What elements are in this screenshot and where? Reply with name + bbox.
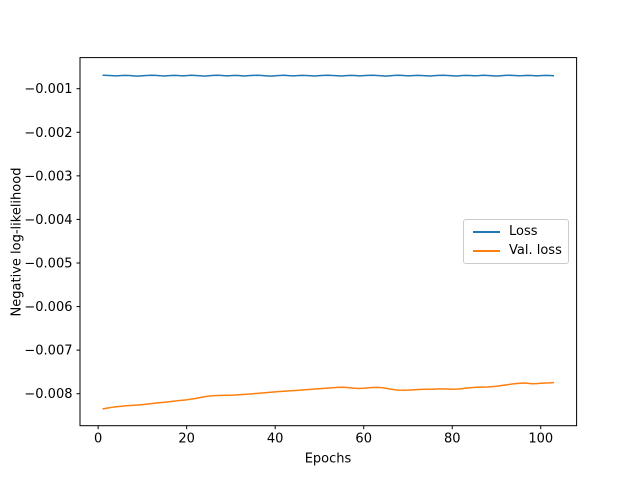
loss-line [102, 74, 555, 77]
y-tick-label: −0.006 [24, 300, 72, 315]
legend-label-val-loss: Val. loss [509, 243, 562, 258]
x-axis-label: Epochs [304, 451, 352, 467]
legend-item-loss: Loss [464, 223, 568, 241]
val-loss-line-swatch-icon [473, 250, 500, 252]
y-tick-label: −0.004 [24, 213, 72, 228]
x-tick-label: 80 [444, 432, 461, 447]
legend-label-loss: Loss [509, 224, 538, 239]
x-tick-label: 0 [94, 432, 102, 447]
y-tick-label: −0.008 [24, 387, 72, 402]
x-tick-label: 60 [355, 432, 372, 447]
axes-spines [79, 57, 578, 427]
y-tick-label: −0.003 [24, 169, 72, 184]
legend-item-val-loss: Val. loss [464, 242, 568, 260]
val-loss-line [102, 381, 555, 410]
y-tick-label: −0.005 [24, 257, 72, 272]
legend: Loss Val. loss [463, 219, 569, 264]
x-tick-label: 20 [178, 432, 195, 447]
x-tick-label: 40 [267, 432, 284, 447]
y-tick-label: −0.002 [24, 126, 72, 141]
y-tick-label: −0.007 [24, 344, 72, 359]
y-axis-label: Negative log-likelihood [9, 167, 25, 317]
y-tick-label: −0.001 [24, 82, 72, 97]
x-tick-label: 100 [528, 432, 553, 447]
loss-line-swatch-icon [473, 231, 500, 233]
